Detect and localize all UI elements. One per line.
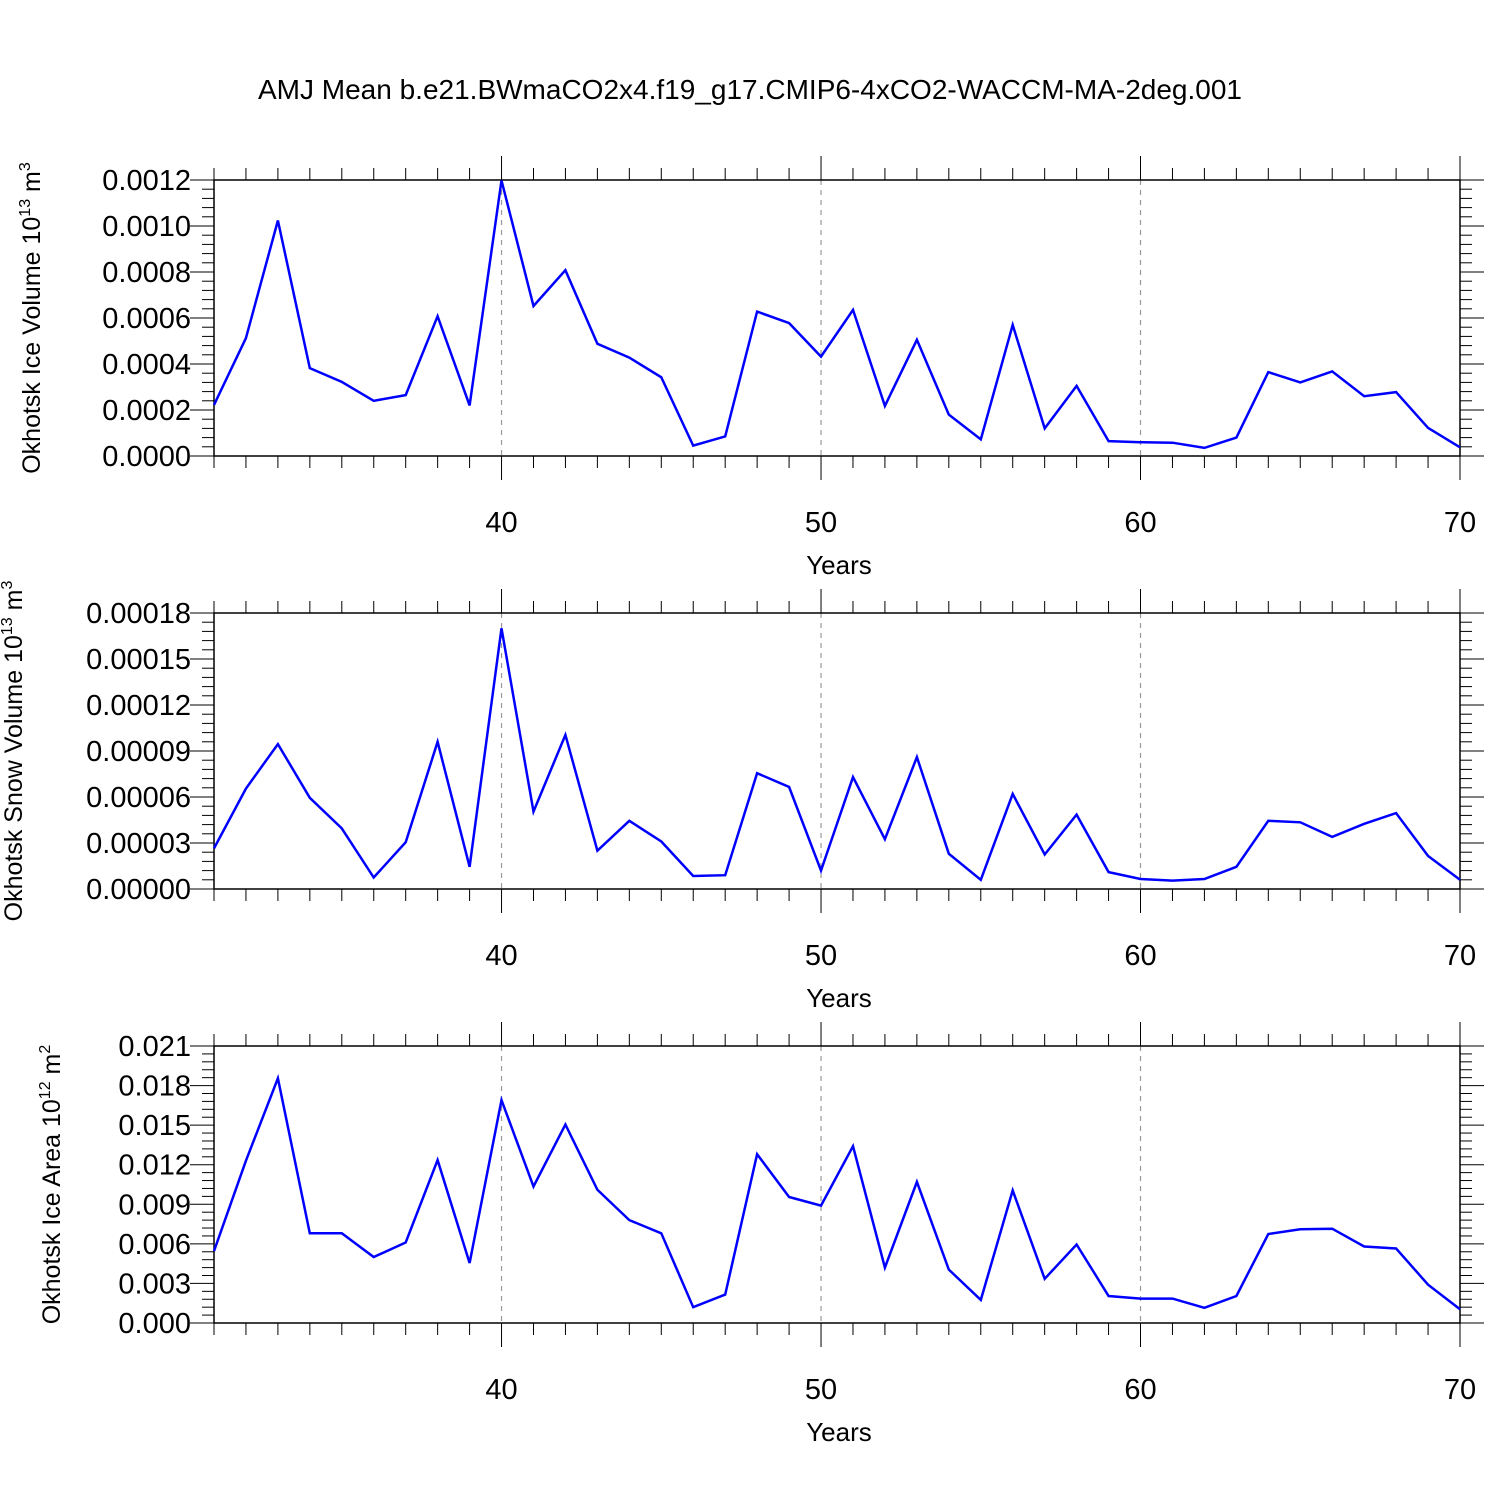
y-tick-label: 0.0008 [102, 257, 191, 289]
x-tick-label: 50 [805, 1374, 837, 1406]
series-line-snow-volume [212, 628, 1461, 882]
y-tick-label: 0.0000 [102, 441, 191, 473]
y-tick-label: 0.00009 [86, 736, 191, 768]
y-tick-label: 0.0002 [102, 395, 191, 427]
x-tick-label: 50 [805, 507, 837, 539]
y-tick-label: 0.009 [118, 1189, 191, 1221]
x-tick-label: 70 [1444, 1374, 1476, 1406]
y-tick-label: 0.0010 [102, 211, 191, 243]
series-line-ice-volume [212, 180, 1461, 450]
series-line-ice-area [212, 1073, 1461, 1311]
y-tick-label: 0.00015 [86, 644, 191, 676]
y-tick-label: 0.00012 [86, 690, 191, 722]
y-axis-label: Okhotsk Snow Volume 1013 m3 [0, 581, 28, 922]
x-tick-label: 60 [1124, 507, 1156, 539]
y-tick-label: 0.015 [118, 1110, 191, 1142]
plot-frame-ice-area [213, 1045, 1461, 1324]
y-axis-label: Okhotsk Ice Volume 1013 m3 [17, 162, 46, 474]
y-tick-label: 0.018 [118, 1071, 191, 1103]
x-tick-label: 40 [485, 507, 517, 539]
x-tick-label: 40 [485, 1374, 517, 1406]
x-axis-label: Years [806, 550, 872, 580]
panel-snow-volume: 40 50 60 70 Years 0.00000 0.00003 0.00006 0.0000… [0, 581, 1484, 1013]
x-tick-label: 70 [1444, 507, 1476, 539]
y-tick-label: 0.0012 [102, 165, 191, 197]
y-axis-label: Okhotsk Ice Area 1012 m2 [37, 1045, 66, 1325]
x-tick-label: 60 [1124, 940, 1156, 972]
y-tick-label: 0.00003 [86, 828, 191, 860]
x-tick-label: 50 [805, 940, 837, 972]
figure-title: AMJ Mean b.e21.BWmaCO2x4.f19_g17.CMIP6-4… [258, 74, 1242, 105]
y-tick-label: 0.0004 [102, 349, 191, 381]
plot-frame-ice-volume [213, 179, 1461, 457]
y-tick-label: 0.000 [118, 1308, 191, 1340]
x-axis-label: Years [806, 983, 872, 1013]
panel-ice-volume: 40 50 60 70 Years 0.0000 0.0002 0.0004 0.0006 0.0… [17, 156, 1484, 580]
y-tick-label: 0.00018 [86, 598, 191, 630]
x-tick-label: 70 [1444, 940, 1476, 972]
x-tick-label: 40 [485, 940, 517, 972]
y-tick-label: 0.00006 [86, 782, 191, 814]
x-axis-label: Years [806, 1417, 872, 1447]
y-tick-label: 0.012 [118, 1150, 191, 1182]
y-tick-label: 0.006 [118, 1229, 191, 1261]
y-tick-label: 0.0006 [102, 303, 191, 335]
y-tick-label: 0.00000 [86, 874, 191, 906]
y-tick-label: 0.021 [118, 1031, 191, 1063]
y-tick-label: 0.003 [118, 1268, 191, 1300]
panel-ice-area: 40 50 60 70 Years 0.000 0.003 0.006 0.009 0.012 0.… [37, 1022, 1484, 1447]
x-tick-label: 60 [1124, 1374, 1156, 1406]
